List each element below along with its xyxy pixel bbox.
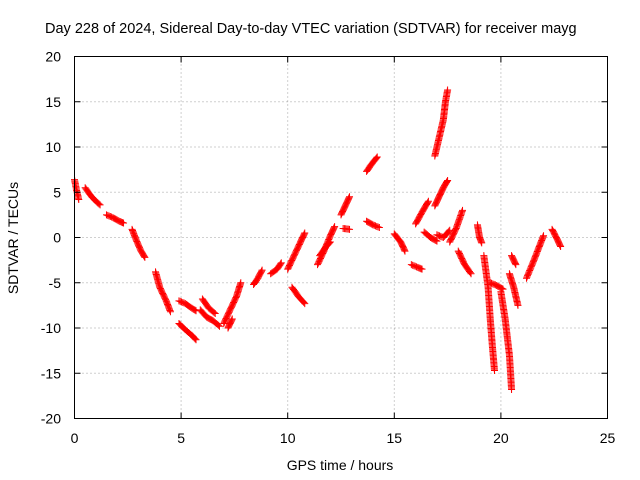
y-tick-label: -10: [41, 320, 61, 336]
data-point: [346, 193, 354, 201]
data-point: [228, 315, 236, 323]
data-point: [214, 321, 222, 329]
data-point: [557, 243, 565, 251]
data-point: [432, 237, 440, 245]
data-points: [71, 86, 565, 394]
data-point: [211, 310, 219, 318]
y-tick-labels: -20 -15 -10 -5 0 5 10 15 20: [41, 49, 61, 427]
data-point: [75, 195, 83, 203]
data-point: [424, 198, 432, 206]
plot-frame: [74, 56, 608, 419]
data-point: [141, 253, 149, 261]
data-point: [258, 266, 266, 274]
x-tick-labels: 0 5 10 15 20 25: [71, 430, 616, 446]
data-point: [345, 194, 353, 202]
data-point: [95, 200, 103, 208]
data-point: [190, 334, 198, 342]
data-point: [300, 230, 308, 238]
data-point: [445, 227, 453, 235]
y-tick-label: -20: [41, 411, 61, 427]
y-axis-label: SDTVAR / TECUs: [5, 182, 21, 294]
x-tick-label: 25: [600, 430, 616, 446]
data-point: [401, 247, 409, 255]
x-tick-label: 0: [71, 430, 79, 446]
data-point: [444, 86, 452, 94]
data-point: [301, 229, 309, 237]
x-axis-label: GPS time / hours: [287, 457, 394, 473]
y-tick-label: -15: [41, 365, 61, 381]
data-point: [166, 308, 174, 316]
y-tick-label: 0: [53, 230, 61, 246]
data-point: [459, 206, 467, 214]
data-point: [192, 336, 200, 344]
grid-lines: [74, 56, 608, 419]
data-point: [374, 223, 382, 231]
x-tick-label: 20: [493, 430, 509, 446]
data-point: [300, 299, 308, 307]
data-point: [120, 219, 128, 227]
data-point: [210, 309, 218, 317]
x-tick-label: 15: [387, 430, 403, 446]
data-point: [444, 176, 452, 184]
data-point: [540, 232, 548, 240]
data-point: [191, 335, 199, 343]
data-point: [556, 241, 564, 249]
data-point: [418, 265, 426, 273]
data-point: [277, 259, 285, 267]
data-point: [478, 239, 486, 247]
y-tick-label: 10: [45, 139, 61, 155]
axis-ticks: [74, 56, 608, 419]
y-tick-label: 5: [53, 184, 61, 200]
data-point: [466, 269, 474, 277]
data-point: [346, 225, 354, 233]
data-point: [277, 260, 285, 268]
y-tick-label: 15: [45, 94, 61, 110]
data-point: [325, 240, 333, 248]
data-point: [325, 239, 333, 247]
data-point: [514, 301, 522, 309]
data-point: [258, 267, 266, 275]
data-point: [96, 201, 104, 209]
y-tick-label: 20: [45, 49, 61, 65]
data-point: [372, 154, 380, 162]
data-point: [215, 322, 223, 330]
data-point: [498, 284, 506, 292]
data-point: [467, 270, 475, 278]
data-point: [446, 226, 454, 234]
data-point: [228, 316, 236, 324]
data-point: [301, 300, 309, 308]
chart-title: Day 228 of 2024, Sidereal Day-to-day VTE…: [45, 21, 577, 37]
data-point: [433, 237, 441, 245]
data-point: [331, 223, 339, 231]
y-tick-label: -5: [49, 275, 62, 291]
data-point: [400, 246, 408, 254]
data-point: [140, 252, 148, 260]
data-point: [512, 261, 520, 269]
data-point: [326, 238, 334, 246]
data-point: [491, 367, 499, 375]
data-point: [330, 224, 338, 232]
x-tick-label: 10: [280, 430, 296, 446]
data-point: [511, 260, 519, 268]
data-point: [424, 197, 432, 205]
data-point: [375, 224, 383, 232]
x-tick-label: 5: [177, 430, 185, 446]
data-point: [373, 153, 381, 161]
data-point: [237, 279, 245, 287]
data-point: [443, 178, 451, 186]
data-point: [508, 386, 516, 394]
